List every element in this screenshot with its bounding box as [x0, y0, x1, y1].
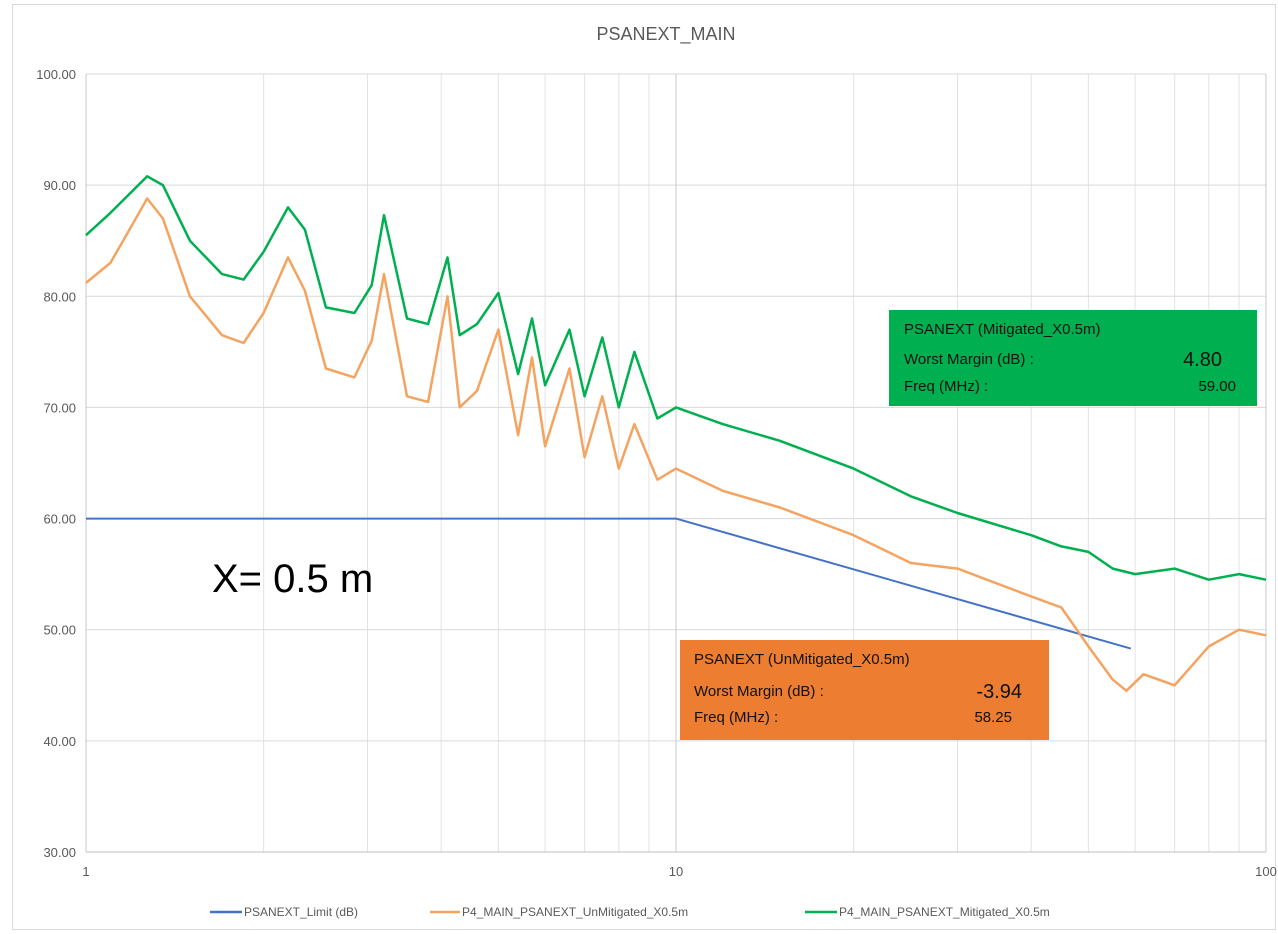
series-line-1	[85, 197, 1267, 693]
x-tick-label: 10	[669, 864, 683, 879]
y-tick-label: 40.00	[43, 734, 76, 749]
mitigated-box-margin-label: Worst Margin (dB) :	[904, 351, 1034, 368]
y-tick-label: 70.00	[43, 400, 76, 415]
unmitigated-box-bg	[680, 640, 1049, 740]
distance-annotation: X= 0.5 m	[212, 557, 373, 601]
unmitigated-box-freq-label: Freq (MHz) :	[694, 709, 778, 726]
legend-label-limit: PSANEXT_Limit (dB)	[244, 905, 358, 919]
y-tick-label: 100.00	[36, 67, 76, 82]
mitigated-box-freq-label: Freq (MHz) :	[904, 378, 988, 395]
y-tick-label: 90.00	[43, 178, 76, 193]
chart-title: PSANEXT_MAIN	[596, 24, 735, 45]
mitigated-box-margin-value: 4.80	[1183, 349, 1222, 371]
y-axis-ticks: 30.00 40.00 50.00 60.00 70.00 80.00 90.00 100.0…	[36, 67, 76, 860]
legend: PSANEXT_Limit (dB) P4_MAIN_PSANEXT_UnMit…	[210, 905, 1050, 919]
mitigated-box-bg	[889, 310, 1257, 406]
x-tick-label: 100	[1255, 864, 1277, 879]
unmitigated-box-margin-value: -3.94	[976, 681, 1022, 703]
unmitigated-info-box: PSANEXT (UnMitigated_X0.5m) Worst Margin…	[680, 640, 1049, 740]
legend-item-limit: PSANEXT_Limit (dB)	[210, 905, 358, 919]
series-layer	[85, 175, 1267, 693]
mitigated-info-box: PSANEXT (Mitigated_X0.5m) Worst Margin (…	[889, 310, 1257, 406]
mitigated-box-title: PSANEXT (Mitigated_X0.5m)	[904, 321, 1100, 338]
y-tick-label: 80.00	[43, 289, 76, 304]
unmitigated-box-freq-value: 58.25	[974, 709, 1012, 726]
x-axis-ticks: 1 10 100	[82, 864, 1276, 879]
major-grid	[85, 73, 1267, 853]
legend-item-mitigated: P4_MAIN_PSANEXT_Mitigated_X0.5m	[805, 905, 1050, 919]
unmitigated-box-title: PSANEXT (UnMitigated_X0.5m)	[694, 651, 910, 668]
chart-frame	[12, 4, 1276, 930]
legend-label-unmitigated: P4_MAIN_PSANEXT_UnMitigated_X0.5m	[462, 905, 688, 919]
legend-item-unmitigated: P4_MAIN_PSANEXT_UnMitigated_X0.5m	[430, 905, 688, 919]
mitigated-box-freq-value: 59.00	[1198, 378, 1236, 395]
legend-label-mitigated: P4_MAIN_PSANEXT_Mitigated_X0.5m	[839, 905, 1050, 919]
unmitigated-box-margin-label: Worst Margin (dB) :	[694, 683, 824, 700]
y-tick-label: 50.00	[43, 623, 76, 638]
y-tick-label: 60.00	[43, 512, 76, 527]
series-line-0	[86, 517, 1132, 650]
x-tick-label: 1	[82, 864, 89, 879]
series-line-2	[85, 175, 1267, 581]
y-tick-label: 30.00	[43, 845, 76, 860]
